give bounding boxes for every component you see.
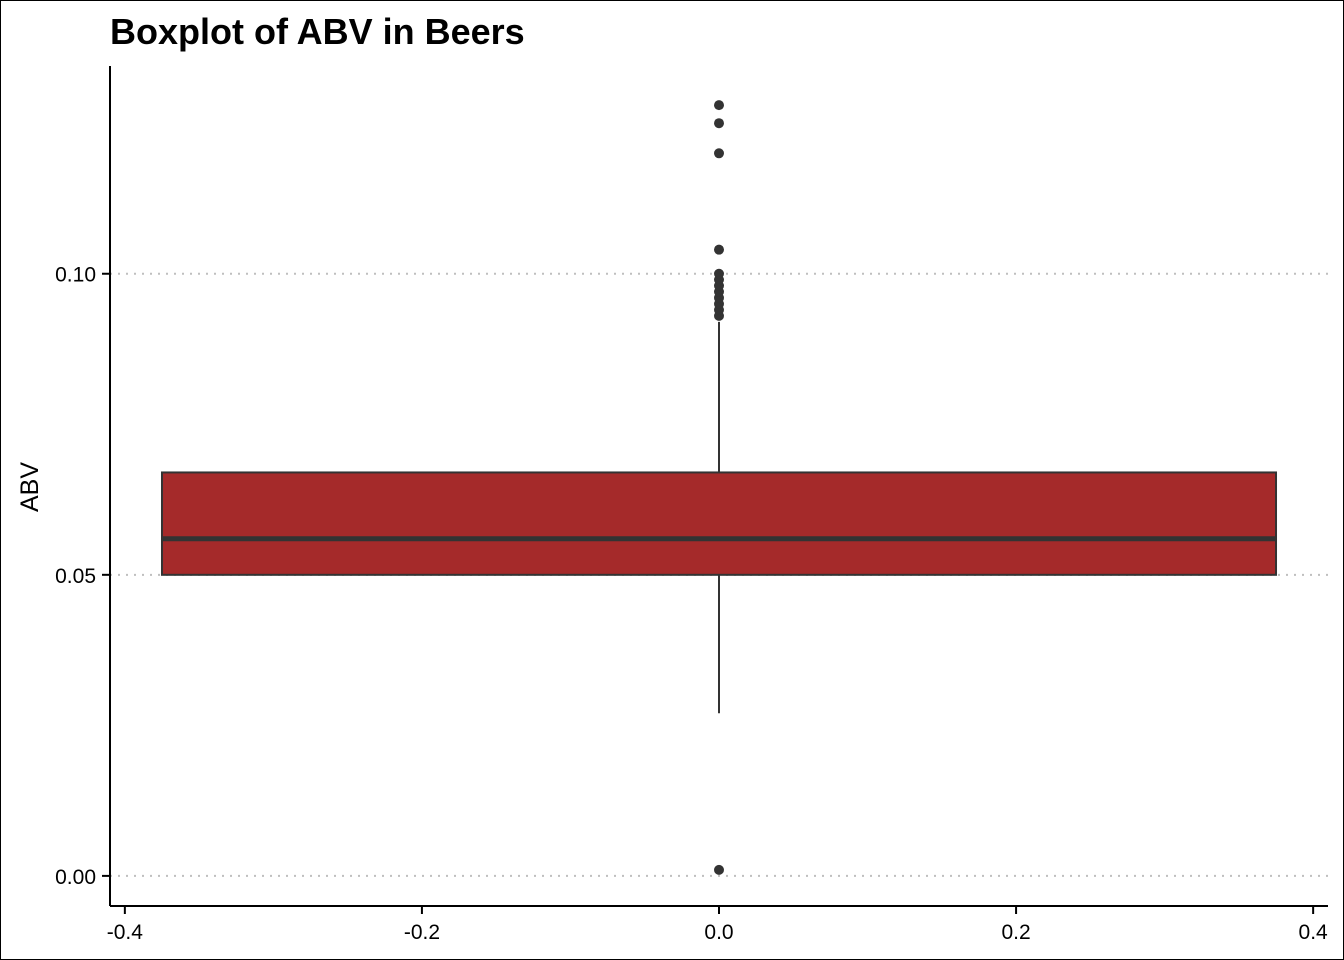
y-tick-label: 0.00 bbox=[55, 866, 96, 889]
outlier-points bbox=[714, 100, 724, 875]
y-tick-label: 0.05 bbox=[55, 565, 96, 588]
outlier-point bbox=[714, 148, 724, 159]
outlier-point bbox=[714, 100, 724, 111]
outlier-point bbox=[714, 244, 724, 255]
y-tick-label: 0.10 bbox=[55, 264, 96, 287]
x-tick-label: -0.4 bbox=[107, 921, 144, 944]
x-tick-label: 0.2 bbox=[1001, 921, 1030, 944]
x-tick-label: 0.0 bbox=[704, 921, 733, 944]
box-group bbox=[160, 321, 1278, 714]
axes: 0.00 0.05 0.10 -0.4 -0.2 0.0 0.2 0.4 bbox=[55, 66, 1328, 944]
y-axis-label: ABV bbox=[16, 462, 44, 512]
x-tick-label: 0.4 bbox=[1299, 921, 1329, 944]
iqr-box bbox=[160, 471, 1278, 576]
x-tick-label: -0.2 bbox=[404, 921, 440, 944]
outlier-point bbox=[714, 864, 724, 875]
chart-title: Boxplot of ABV in Beers bbox=[110, 11, 525, 52]
outlier-point bbox=[714, 268, 724, 279]
outlier-point bbox=[714, 118, 724, 129]
